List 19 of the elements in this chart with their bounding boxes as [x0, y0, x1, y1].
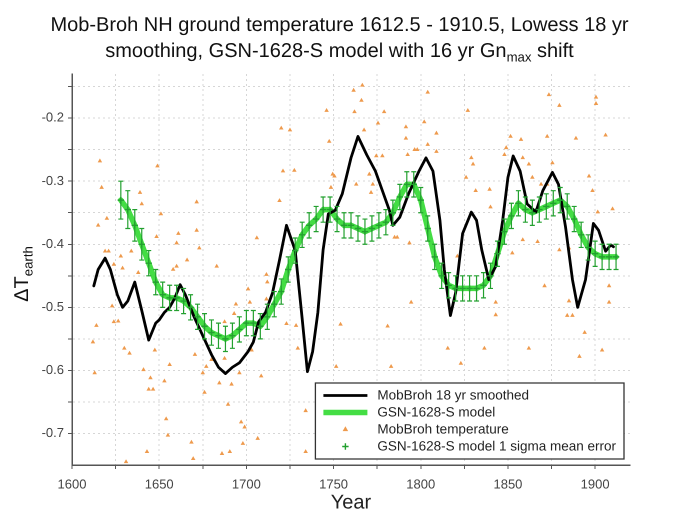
legend-label: MobBroh 18 yr smoothed — [377, 388, 529, 403]
x-tick-label: 1700 — [232, 476, 261, 492]
legend-label: GSN-1628-S model — [377, 404, 496, 420]
x-axis-title: Year — [330, 492, 372, 514]
x-tick-label: 1900 — [580, 476, 610, 492]
x-tick-label: 1650 — [144, 476, 174, 492]
y-tick-label: -0.4 — [42, 236, 64, 251]
legend-label: MobBroh temperature — [377, 422, 509, 437]
chart-title: Mob-Broh NH ground temperature 1612.5 - 1910.5, Lowess 18 yr smoothing, GSN-1628-S model with 16 yr Gn$_{max}$ shift — [49, 13, 630, 65]
x-tick-label: 1600 — [58, 476, 86, 492]
y-tick-label: -0.6 — [42, 362, 64, 377]
y-tick-label: -0.7 — [42, 425, 64, 440]
y-tick-label: -0.5 — [42, 298, 64, 314]
y-tick-label: -0.3 — [42, 172, 64, 188]
y-tick-label: -0.2 — [42, 110, 64, 125]
x-tick-label: 1800 — [406, 476, 436, 492]
x-tick-label: 1750 — [319, 476, 348, 492]
legend-label: GSN-1628-S model 1 sigma mean error — [377, 438, 617, 454]
x-tick-label: 1850 — [493, 476, 522, 492]
